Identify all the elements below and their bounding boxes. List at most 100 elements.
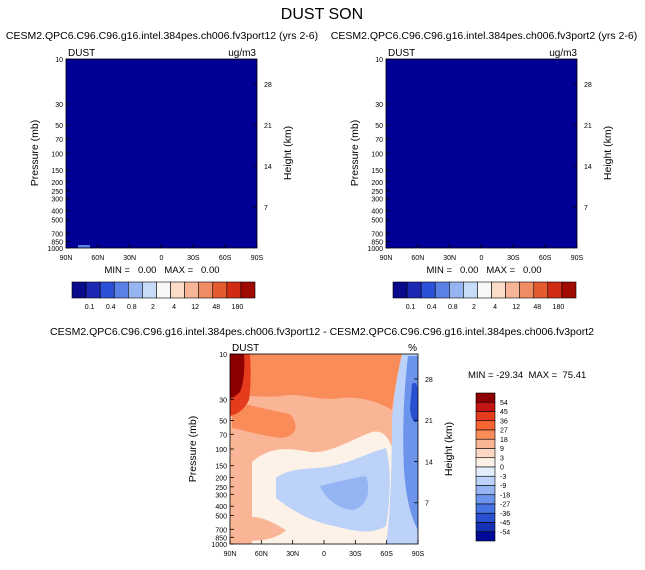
x-tick-label: 60S — [219, 255, 232, 262]
colorbar-label: -54 — [500, 529, 510, 536]
colorbar-label: 4 — [172, 304, 176, 311]
y-tick-label: 200 — [371, 180, 383, 187]
panel-diff-title: CESM2.QPC6.C96.C96.g16.intel.384pes.ch00… — [50, 326, 594, 338]
colorbar-label: 12 — [191, 304, 199, 311]
panel-diff-colorbar: 54 45 36 27 18 9 3 0 -3 -9 -18 -27 -36 -45 -54 — [475, 392, 510, 542]
panel-left-field — [65, 58, 258, 249]
y-tick-label: 10 — [219, 352, 227, 359]
y-tick-label: 150 — [371, 168, 383, 175]
y-tick-label: 1000 — [367, 246, 383, 253]
colorbar-label: 3 — [500, 455, 504, 462]
colorbar-label: -36 — [500, 511, 510, 518]
y-right-tick-label: 7 — [584, 205, 588, 212]
y-tick-label: 200 — [51, 180, 63, 187]
colorbar-box — [406, 281, 422, 299]
colorbar-box — [475, 411, 496, 422]
x-tick-label: 90N — [224, 551, 237, 558]
colorbar-label: 0.8 — [127, 304, 137, 311]
x-tick-label: 90S — [251, 255, 264, 262]
colorbar-box — [475, 466, 496, 477]
y-right-tick-label: 21 — [584, 123, 592, 130]
y-tick-label: 70 — [55, 137, 63, 144]
y-tick-label: 850 — [51, 239, 63, 246]
panel-diff-ylabel: Pressure (mb) — [187, 416, 199, 483]
colorbar-label: 0 — [500, 465, 504, 472]
x-tick-label: 90N — [380, 255, 393, 262]
colorbar-box — [475, 392, 496, 403]
y-right-tick-label: 28 — [425, 377, 433, 384]
colorbar-label: 2 — [151, 304, 155, 311]
colorbar-box — [449, 281, 464, 299]
y-tick-label: 200 — [215, 476, 227, 483]
colorbar-label: 2 — [472, 304, 476, 311]
page-title: DUST SON — [281, 6, 363, 23]
colorbar-box — [475, 420, 496, 431]
y-tick-label: 100 — [371, 152, 383, 159]
y-tick-label: 30 — [375, 102, 383, 109]
y-tick-label: 700 — [371, 231, 383, 238]
panel-right-field — [385, 58, 578, 249]
colorbar-box — [475, 438, 496, 449]
colorbar-label: 0.1 — [406, 304, 416, 311]
colorbar-label: 12 — [512, 304, 520, 311]
panel-right-min-max: MIN = 0.00 MAX = 0.00 — [426, 265, 541, 276]
y-tick-label: 250 — [51, 189, 63, 196]
diff-region-lower-negative-2 — [320, 476, 369, 510]
panel-left: CESM2.QPC6.C96.C96.g16.intel.384pes.ch00… — [6, 30, 318, 311]
panel-diff-units: % — [408, 343, 417, 354]
diff-region-mid-positive — [232, 400, 296, 438]
colorbar-box — [198, 281, 214, 299]
panel-diff-min-max: MIN = -29.34 MAX = 75.41 — [468, 370, 586, 381]
colorbar-label: 18 — [500, 437, 508, 444]
colorbar-label: -45 — [500, 520, 510, 527]
colorbar-box — [477, 281, 492, 299]
y-tick-label: 10 — [55, 57, 63, 64]
colorbar-box — [475, 494, 496, 505]
y-right-tick-label: 14 — [264, 164, 272, 171]
x-tick-label: 90S — [571, 255, 584, 262]
y-tick-label: 70 — [375, 137, 383, 144]
colorbar-label: -27 — [500, 502, 510, 509]
colorbar-label: 4 — [493, 304, 497, 311]
y-tick-label: 1000 — [47, 246, 63, 253]
y-right-tick-label: 7 — [264, 205, 268, 212]
y-tick-label: 700 — [51, 231, 63, 238]
y-tick-label: 500 — [51, 218, 63, 225]
y-tick-label: 850 — [215, 535, 227, 542]
x-tick-label: 0 — [160, 255, 164, 262]
y-tick-label: 150 — [51, 168, 63, 175]
y-tick-label: 500 — [371, 218, 383, 225]
y-tick-label: 100 — [51, 152, 63, 159]
colorbar-box — [226, 281, 242, 299]
panel-right-units: ug/m3 — [549, 48, 577, 59]
colorbar-box — [475, 522, 496, 533]
y-tick-label: 50 — [219, 418, 227, 425]
colorbar-box — [463, 281, 478, 299]
y-tick-label: 300 — [215, 492, 227, 499]
panel-right-title: CESM2.QPC6.C96.C96.g16.intel.384pes.ch00… — [331, 30, 637, 42]
x-tick-label: 30N — [286, 551, 299, 558]
colorbar-box — [212, 281, 228, 299]
y-right-tick-label: 21 — [425, 418, 433, 425]
colorbar-box — [85, 281, 101, 299]
colorbar-box — [475, 457, 496, 468]
diff-region-spole-core — [410, 382, 418, 423]
x-tick-label: 30S — [349, 551, 362, 558]
y-tick-label: 150 — [215, 464, 227, 471]
colorbar-box — [142, 281, 157, 299]
colorbar-label: 48 — [533, 304, 541, 311]
y-tick-label: 400 — [215, 504, 227, 511]
panel-diff: CESM2.QPC6.C96.C96.g16.intel.384pes.ch00… — [50, 326, 594, 558]
colorbar-box — [475, 448, 496, 459]
y-tick-label: 100 — [215, 447, 227, 454]
y-right-tick-label: 21 — [264, 123, 272, 130]
panel-diff-var-label: DUST — [232, 343, 259, 354]
colorbar-box — [475, 429, 496, 440]
x-tick-label: 60N — [91, 255, 104, 262]
panel-right-ylabel: Pressure (mb) — [349, 120, 361, 187]
x-tick-label: 90S — [412, 551, 425, 558]
y-tick-label: 70 — [219, 432, 227, 439]
colorbar-label: -18 — [500, 492, 510, 499]
panel-left-units: ug/m3 — [228, 48, 256, 59]
